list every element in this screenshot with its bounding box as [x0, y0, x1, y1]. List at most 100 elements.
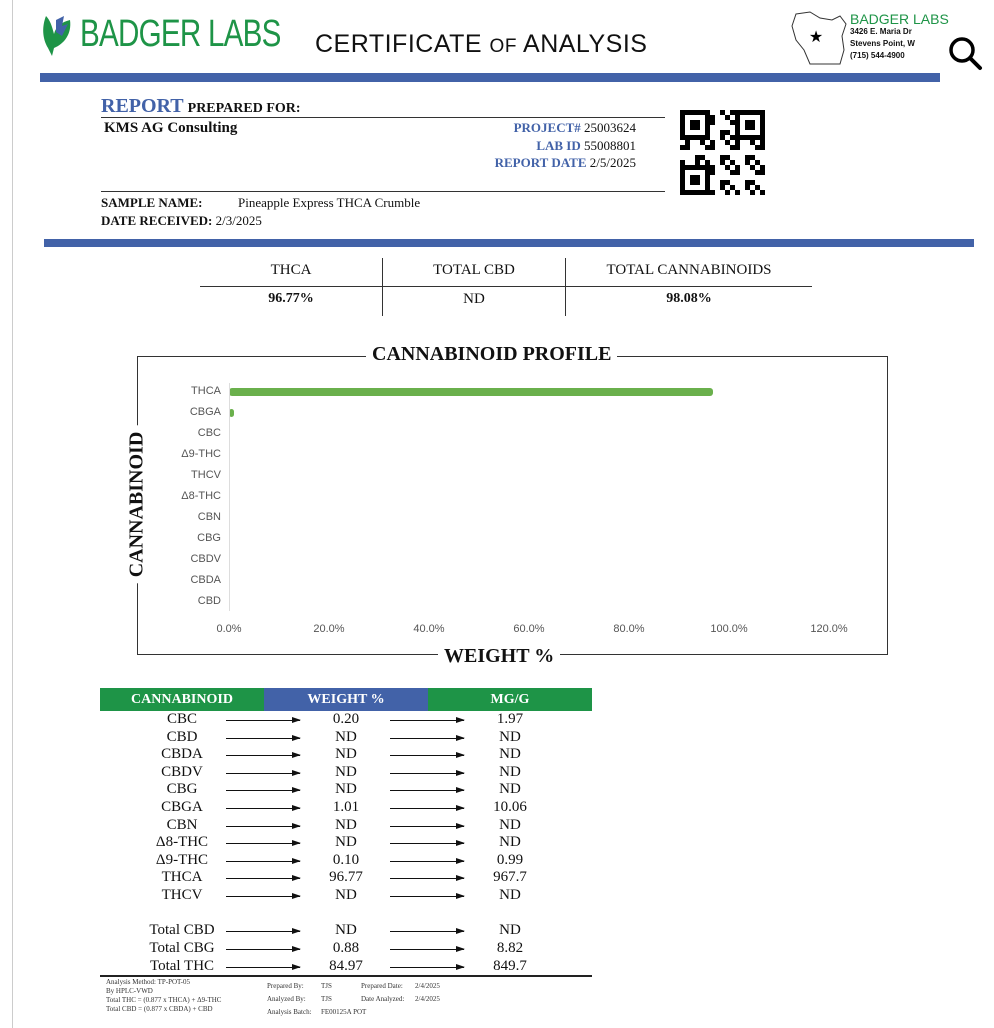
cbd-formula: Total CBD = (0.877 x CBDA) + CBD: [106, 1005, 213, 1013]
y-tick-label: CBDV: [190, 553, 221, 565]
thca-value: 96.77%: [268, 291, 314, 306]
arrow-icon: [390, 769, 465, 776]
search-button[interactable]: [940, 30, 994, 80]
weight-value: ND: [335, 816, 357, 833]
table-row: THCA 96.77 967.7: [100, 869, 592, 887]
x-tick-label: 20.0%: [313, 623, 345, 635]
label: Prepared By:: [267, 982, 304, 990]
client-name: KMS AG Consulting: [104, 120, 238, 136]
cannabinoid-name: CBGA: [161, 799, 203, 815]
arrow-icon: [226, 805, 301, 811]
y-tick-label: CBGA: [189, 406, 221, 418]
report-date: 2/5/2025: [589, 155, 636, 170]
cannabinoid-name: CBDV: [161, 763, 203, 780]
arrow-icon: [226, 822, 301, 829]
mgg-value: ND: [499, 922, 521, 938]
title-part: CERTIFICATE: [315, 30, 483, 58]
x-axis-title: WEIGHT %: [438, 645, 561, 668]
x-tick-label: 0.0%: [216, 623, 242, 635]
project-label: PROJECT#: [513, 120, 581, 135]
table-row: CBN ND ND: [100, 817, 592, 835]
weight-value: 1.01: [332, 799, 360, 815]
lab-address: BADGER LABS 3426 E. Maria Dr Stevens Poi…: [850, 12, 949, 62]
total-cannabinoids-value: 98.08%: [666, 291, 712, 306]
divider: [101, 191, 665, 192]
cannabinoid-profile-chart: CANNABINOID PROFILE WEIGHT % CANNABINOID…: [121, 343, 888, 668]
cannabinoid-name: CBD: [166, 728, 198, 745]
arrow-icon: [390, 857, 465, 864]
mgg-value: ND: [499, 746, 521, 763]
arrow-icon: [390, 928, 465, 934]
arrow-icon: [226, 840, 301, 847]
mgg-value: ND: [499, 763, 521, 780]
report-date-label: REPORT DATE: [494, 155, 587, 170]
lab-id: 55008801: [584, 137, 636, 153]
label: Prepared Date:: [361, 982, 403, 990]
qr-code: [680, 110, 765, 195]
cannabinoid-name: THCA: [161, 869, 203, 886]
cannabinoid-name: THCV: [161, 887, 203, 903]
cannabinoid-name: Total CBD: [149, 922, 215, 938]
divider: [565, 258, 566, 316]
arrow-icon: [226, 928, 301, 934]
mgg-value: 1.97: [496, 711, 524, 727]
y-tick-label: CBN: [197, 511, 221, 523]
mgg-value: 849.7: [493, 958, 527, 974]
table-row: THCV ND ND: [100, 887, 592, 905]
y-tick-label: THCV: [191, 469, 221, 481]
mgg-value: 10.06: [493, 799, 527, 815]
mgg-value: ND: [499, 887, 521, 903]
weight-value: 0.20: [332, 711, 360, 727]
mgg-value: ND: [499, 781, 521, 798]
y-tick-label: CBC: [197, 427, 221, 439]
badger-labs-logo: BADGER LABS: [40, 12, 337, 56]
table-row: CBD ND ND: [100, 729, 592, 747]
mgg-value: ND: [499, 816, 521, 833]
prepared-by: TJS: [321, 982, 332, 990]
svg-text:★: ★: [809, 29, 823, 46]
table-row: Total THC 84.97 849.7: [100, 958, 592, 976]
cannabinoid-name: CBDA: [161, 746, 203, 763]
received-label: DATE RECEIVED:: [101, 213, 213, 228]
weight-value: 0.88: [332, 940, 360, 956]
table-row: CBGA 1.01 10.06: [100, 799, 592, 817]
arrow-icon: [226, 787, 301, 794]
table-row: Δ8-THC ND ND: [100, 834, 592, 852]
divider: [101, 117, 665, 118]
analysis-signoff: Prepared By: TJS Prepared Date: 2/4/2025 An…: [267, 980, 440, 1019]
arrow-icon: [226, 717, 301, 723]
cannabinoid-name: CBN: [166, 816, 198, 833]
sample-name: Pineapple Express THCA Crumble: [238, 195, 421, 210]
document-title: CERTIFICATE OF ANALYSIS: [315, 30, 647, 59]
cannabinoid-name: Total THC: [149, 958, 215, 974]
weight-value: ND: [335, 746, 357, 763]
col-header-cannabinoid: CANNABINOID: [100, 688, 264, 711]
arrow-icon: [226, 752, 301, 759]
section-divider: [44, 239, 974, 247]
chart-title: CANNABINOID PROFILE: [366, 343, 618, 366]
header-divider: [40, 73, 940, 82]
x-tick-label: 80.0%: [613, 623, 645, 635]
project-number: 25003624: [584, 120, 636, 135]
x-tick-label: 120.0%: [810, 623, 848, 635]
arrow-icon: [226, 875, 301, 882]
divider: [100, 975, 592, 977]
weight-value: ND: [335, 781, 357, 798]
table-row: CBDV ND ND: [100, 764, 592, 782]
arrow-icon: [226, 893, 301, 899]
arrow-icon: [226, 946, 301, 952]
x-tick-label: 100.0%: [710, 623, 748, 635]
y-tick-label: CBD: [197, 595, 221, 607]
y-tick-label: THCA: [191, 385, 221, 397]
title-part: ANALYSIS: [523, 30, 648, 58]
y-tick-label: Δ9-THC: [181, 448, 221, 460]
wisconsin-map-icon: ★: [791, 11, 847, 65]
col-header-mgg: MG/G: [428, 688, 592, 711]
table-row: Δ9-THC 0.10 0.99: [100, 852, 592, 870]
address-line: Stevens Point, W: [850, 39, 915, 48]
cannabinoid-name: Total CBG: [149, 940, 215, 956]
labid-label: LAB ID: [536, 137, 581, 153]
weight-value: 0.10: [332, 851, 360, 868]
cannabinoid-name: Δ9-THC: [155, 851, 209, 868]
mgg-value: 8.82: [496, 940, 524, 956]
